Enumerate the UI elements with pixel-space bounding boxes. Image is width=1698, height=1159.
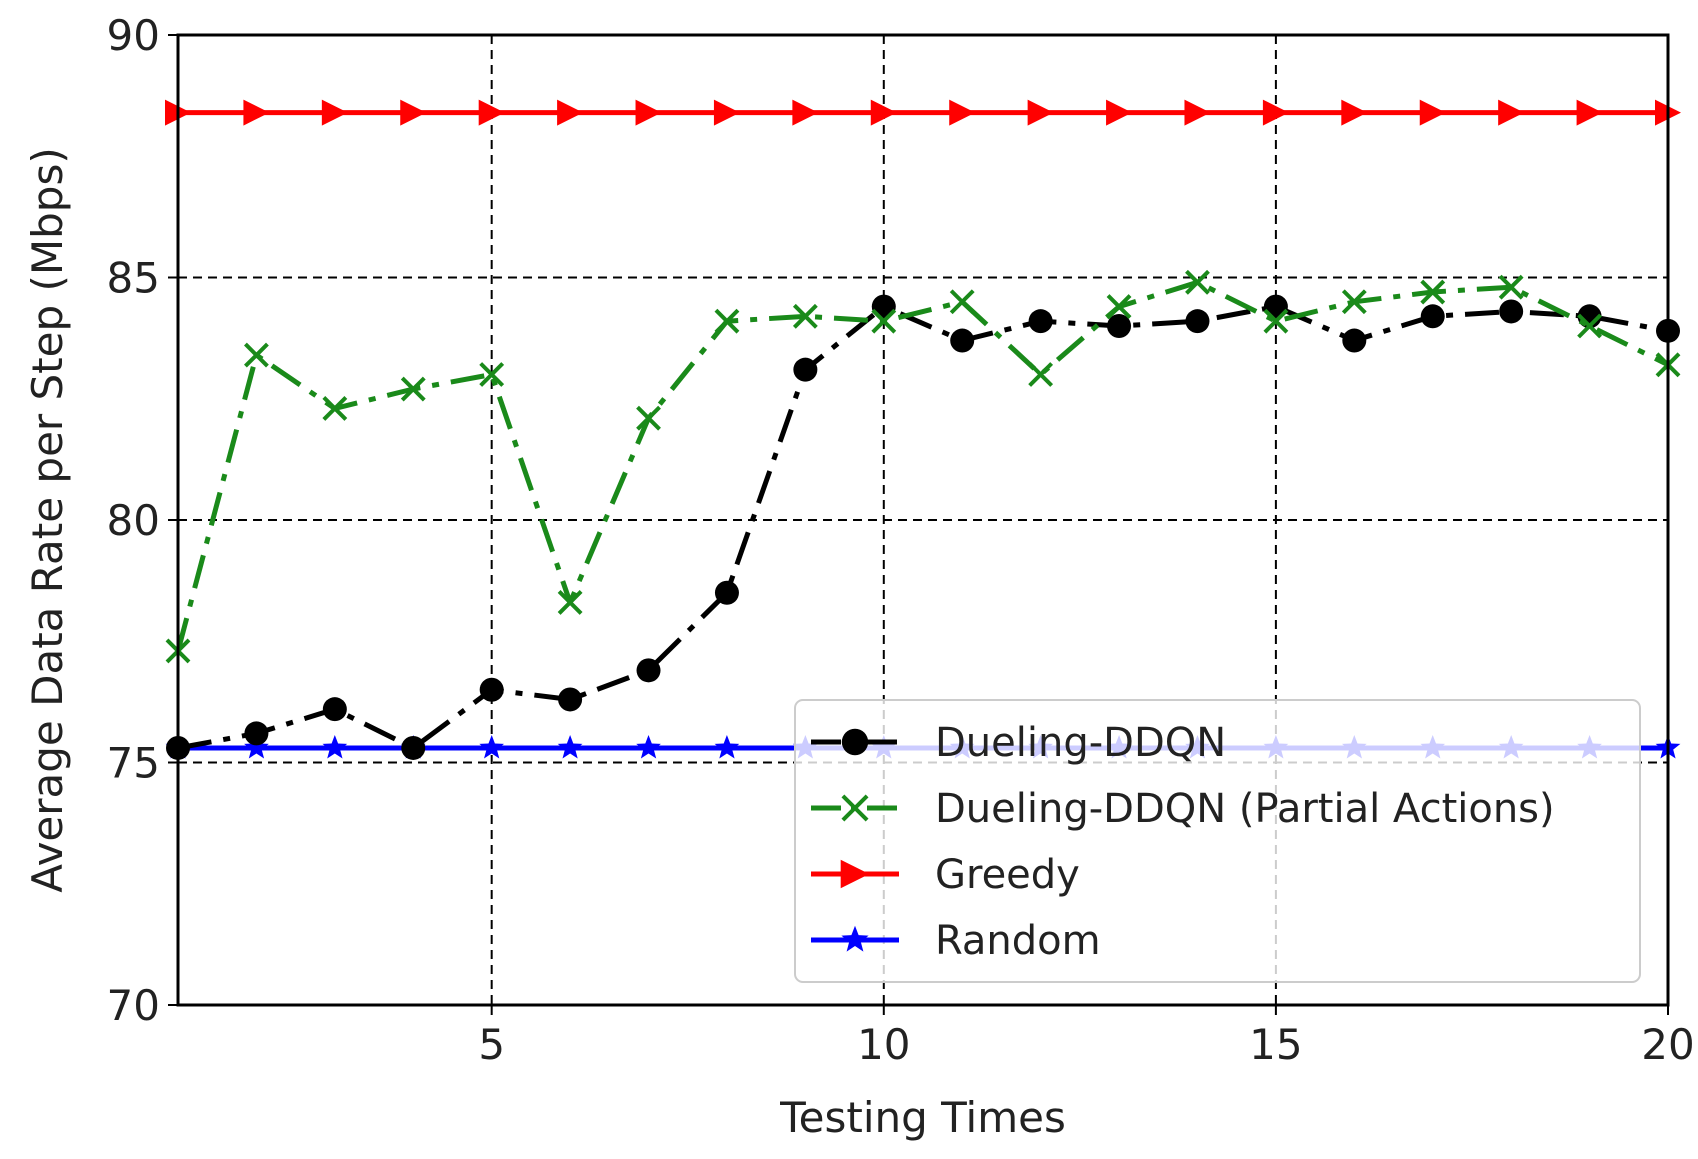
data-point [400, 99, 427, 126]
axis-ticks: 5 10 15 20 70 75 80 85 90 [107, 11, 1695, 1069]
y-tick-label: 80 [107, 496, 160, 545]
data-point [1498, 99, 1525, 126]
data-point [1185, 309, 1210, 334]
grid-lines [178, 35, 1668, 1005]
data-point [1185, 269, 1210, 295]
data-point [870, 99, 897, 126]
data-point [1027, 99, 1054, 126]
data-point [322, 396, 348, 421]
data-point [321, 99, 348, 126]
data-point [949, 99, 976, 126]
legend-label: Random [935, 918, 1101, 964]
data-point [322, 697, 347, 722]
data-point [1106, 294, 1132, 320]
data-point [243, 99, 270, 126]
data-point [1420, 279, 1446, 305]
data-point [1262, 99, 1289, 126]
legend-marker [841, 925, 869, 952]
legend-label: Dueling-DDQN (Partial Actions) [935, 786, 1555, 832]
data-point [950, 328, 975, 353]
data-point [1107, 314, 1132, 338]
data-point [714, 735, 740, 759]
data-point [636, 405, 661, 431]
series-layer [165, 99, 1681, 760]
data-point [244, 721, 269, 746]
data-point [793, 357, 818, 382]
y-tick-label: 75 [107, 739, 160, 788]
legend-label: Dueling-DDQN [935, 720, 1226, 766]
data-point [1263, 308, 1289, 334]
legend: Dueling-DDQN Dueling-DDQN (Partial Action… [794, 699, 1641, 983]
data-point [557, 99, 584, 126]
data-point [478, 99, 505, 126]
y-tick-label: 90 [107, 11, 160, 60]
data-point [1028, 309, 1053, 334]
y-axis-title: Average Data Rate per Step (Mbps) [23, 147, 72, 892]
legend-marker [841, 728, 869, 756]
series-greedy [165, 99, 1681, 126]
series-line [177, 304, 1669, 751]
data-point [1106, 99, 1133, 126]
data-point [1342, 328, 1367, 353]
legend-box [794, 699, 1641, 983]
data-point [244, 342, 269, 368]
data-point [636, 735, 661, 759]
x-axis-title: Testing Times [779, 1093, 1066, 1142]
data-point [479, 362, 505, 387]
data-point [558, 687, 583, 712]
data-point [1576, 99, 1603, 126]
data-point [1184, 99, 1211, 126]
data-point [714, 580, 739, 605]
x-tick-label: 10 [857, 1020, 910, 1069]
data-point [714, 308, 740, 334]
x-tick-label: 15 [1249, 1020, 1302, 1069]
data-point [479, 735, 504, 759]
data-point [871, 308, 897, 334]
legend-marker [841, 794, 869, 822]
series-dueling-ddqn [166, 294, 1680, 760]
data-point [1577, 313, 1602, 339]
data-point [1341, 289, 1367, 315]
data-point [322, 735, 348, 759]
legend-marker [840, 859, 870, 889]
data-point [1498, 274, 1524, 300]
data-point [1028, 362, 1054, 387]
data-point [1341, 99, 1368, 126]
data-point [400, 376, 426, 402]
data-point [479, 677, 504, 702]
legend-entry: Greedy [811, 852, 1080, 898]
y-tick-label: 70 [107, 981, 160, 1030]
x-tick-label: 5 [478, 1020, 505, 1069]
data-point [557, 590, 583, 615]
legend-entry: Dueling-DDQN [811, 720, 1226, 766]
y-tick-label: 85 [107, 254, 160, 303]
legend-entry: Random [811, 918, 1101, 964]
legend-entry: Dueling-DDQN (Partial Actions) [811, 786, 1555, 832]
legend-label: Greedy [935, 852, 1080, 898]
data-point [557, 735, 583, 759]
data-point [244, 735, 269, 759]
data-point [636, 658, 661, 683]
series-line [175, 279, 1670, 652]
data-point [949, 289, 975, 315]
data-point [792, 303, 818, 329]
data-point [401, 735, 426, 760]
data-point [635, 99, 662, 126]
series-dueling-ddqn-partial-actions [165, 269, 1681, 664]
data-point [1499, 299, 1524, 324]
data-point [792, 99, 819, 126]
x-tick-label: 20 [1641, 1020, 1694, 1069]
data-point [713, 99, 740, 126]
data-point [1419, 99, 1446, 126]
data-point [1420, 304, 1445, 329]
